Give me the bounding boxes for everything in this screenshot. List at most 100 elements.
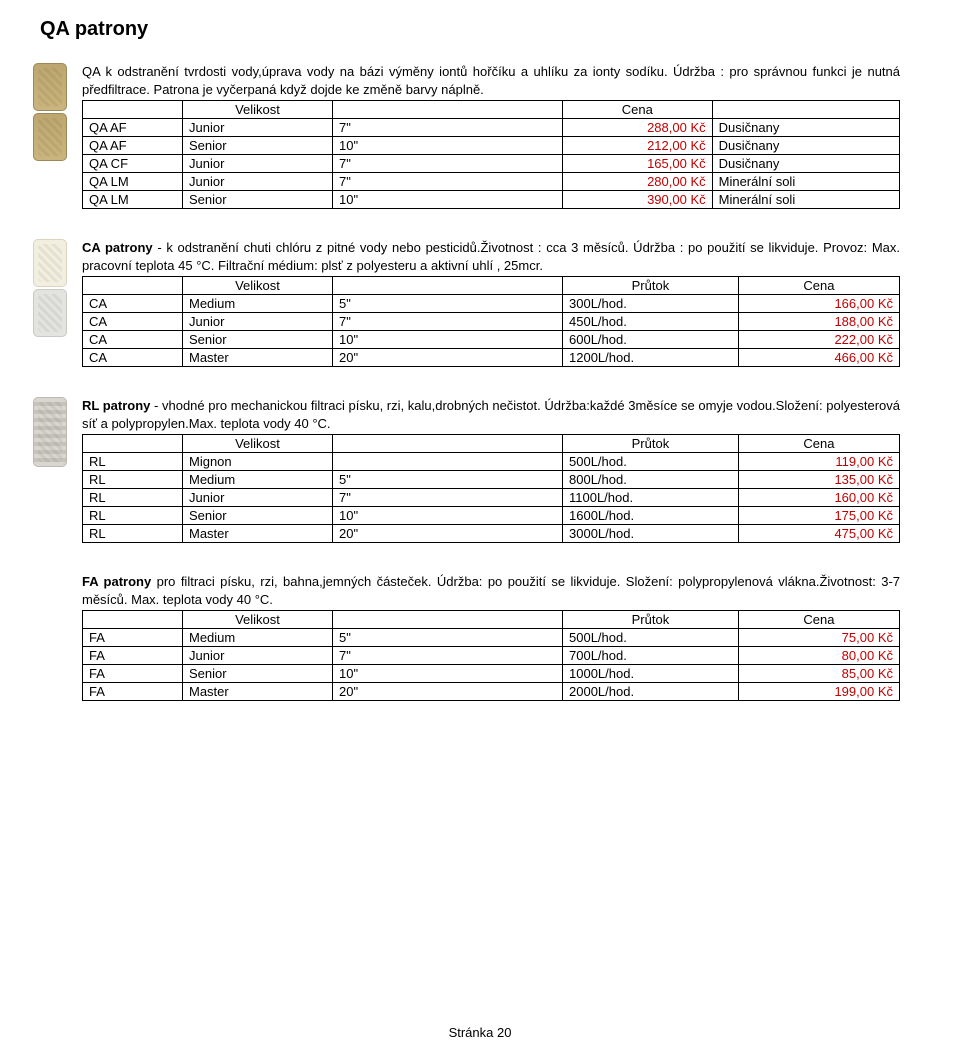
table-cell: QA AF bbox=[83, 137, 183, 155]
table-cell: 7" bbox=[333, 119, 563, 137]
table-cell: 119,00 Kč bbox=[738, 453, 899, 471]
table-cell: 20" bbox=[333, 683, 563, 701]
th-prutok: Průtok bbox=[563, 277, 739, 295]
table-row: RLJunior7"1100L/hod.160,00 Kč bbox=[83, 489, 900, 507]
th-blank bbox=[83, 611, 183, 629]
table-cell bbox=[333, 453, 563, 471]
table-cell: 10" bbox=[333, 137, 563, 155]
th-blank bbox=[83, 101, 183, 119]
table-cell: Medium bbox=[183, 295, 333, 313]
table-cell: Junior bbox=[183, 489, 333, 507]
th-velikost: Velikost bbox=[183, 611, 333, 629]
page-footer: Stránka 20 bbox=[0, 1025, 960, 1040]
table-cell: QA LM bbox=[83, 191, 183, 209]
table-row: RLMaster20"3000L/hod.475,00 Kč bbox=[83, 525, 900, 543]
table-cell: QA LM bbox=[83, 173, 183, 191]
qa-description: QA k odstranění tvrdosti vody,úprava vod… bbox=[82, 63, 900, 98]
table-cell: 10" bbox=[333, 507, 563, 525]
fa-table: Velikost Průtok Cena FAMedium5"500L/hod.… bbox=[82, 610, 900, 701]
table-header-row: Velikost Cena bbox=[83, 101, 900, 119]
table-cell: 1100L/hod. bbox=[563, 489, 739, 507]
table-cell: Medium bbox=[183, 471, 333, 489]
th-prutok: Průtok bbox=[563, 611, 739, 629]
section-qa: QA k odstranění tvrdosti vody,úprava vod… bbox=[28, 63, 900, 209]
th-velikost: Velikost bbox=[183, 277, 333, 295]
qa-table: Velikost Cena QA AFJunior7"288,00 KčDusi… bbox=[82, 100, 900, 209]
table-cell: 5" bbox=[333, 629, 563, 647]
table-cell: Senior bbox=[183, 137, 333, 155]
table-cell: Senior bbox=[183, 665, 333, 683]
th-blank bbox=[83, 277, 183, 295]
qa-thumbnail bbox=[28, 63, 72, 161]
th-blank bbox=[83, 435, 183, 453]
table-cell: Minerální soli bbox=[712, 173, 899, 191]
th-prutok: Průtok bbox=[563, 435, 739, 453]
table-cell: 288,00 Kč bbox=[563, 119, 713, 137]
table-row: FAJunior7"700L/hod.80,00 Kč bbox=[83, 647, 900, 665]
table-cell: Junior bbox=[183, 647, 333, 665]
page-title: QA patrony bbox=[40, 18, 900, 41]
table-cell: 1200L/hod. bbox=[563, 349, 739, 367]
table-cell: 80,00 Kč bbox=[738, 647, 899, 665]
table-cell: 7" bbox=[333, 313, 563, 331]
table-cell: RL bbox=[83, 525, 183, 543]
table-cell: Junior bbox=[183, 313, 333, 331]
table-cell: 466,00 Kč bbox=[738, 349, 899, 367]
table-cell: RL bbox=[83, 453, 183, 471]
section-fa: FA patrony pro filtraci písku, rzi, bahn… bbox=[28, 573, 900, 701]
table-cell: 7" bbox=[333, 647, 563, 665]
table-cell: Master bbox=[183, 349, 333, 367]
filter-cartridge-icon bbox=[33, 113, 67, 161]
th-cena: Cena bbox=[738, 277, 899, 295]
section-rl: RL patrony - vhodné pro mechanickou filt… bbox=[28, 397, 900, 543]
table-header-row: Velikost Průtok Cena bbox=[83, 435, 900, 453]
table-cell: 5" bbox=[333, 295, 563, 313]
rl-description: RL patrony - vhodné pro mechanickou filt… bbox=[82, 397, 900, 432]
table-row: RLMignon500L/hod.119,00 Kč bbox=[83, 453, 900, 471]
table-cell: 135,00 Kč bbox=[738, 471, 899, 489]
table-cell: QA AF bbox=[83, 119, 183, 137]
table-cell: QA CF bbox=[83, 155, 183, 173]
table-cell: RL bbox=[83, 489, 183, 507]
table-row: RLMedium5"800L/hod.135,00 Kč bbox=[83, 471, 900, 489]
table-cell: 10" bbox=[333, 331, 563, 349]
table-cell: Dusičnany bbox=[712, 137, 899, 155]
th-blank bbox=[712, 101, 899, 119]
table-row: RLSenior10"1600L/hod.175,00 Kč bbox=[83, 507, 900, 525]
table-cell: Mignon bbox=[183, 453, 333, 471]
table-cell: 280,00 Kč bbox=[563, 173, 713, 191]
table-cell: 500L/hod. bbox=[563, 629, 739, 647]
table-cell: 75,00 Kč bbox=[738, 629, 899, 647]
table-row: FAMaster20"2000L/hod.199,00 Kč bbox=[83, 683, 900, 701]
fa-name: FA patrony bbox=[82, 574, 151, 589]
table-cell: 10" bbox=[333, 191, 563, 209]
table-row: QA CFJunior7"165,00 KčDusičnany bbox=[83, 155, 900, 173]
ca-desc-rest: - k odstranění chuti chlóru z pitné vody… bbox=[82, 240, 900, 273]
th-blank bbox=[333, 611, 563, 629]
th-cena: Cena bbox=[563, 101, 713, 119]
table-row: CAMaster20"1200L/hod.466,00 Kč bbox=[83, 349, 900, 367]
th-blank bbox=[333, 435, 563, 453]
table-cell: 1000L/hod. bbox=[563, 665, 739, 683]
table-cell: 2000L/hod. bbox=[563, 683, 739, 701]
table-cell: 222,00 Kč bbox=[738, 331, 899, 349]
fa-description: FA patrony pro filtraci písku, rzi, bahn… bbox=[82, 573, 900, 608]
table-cell: 20" bbox=[333, 525, 563, 543]
table-header-row: Velikost Průtok Cena bbox=[83, 277, 900, 295]
rl-table: Velikost Průtok Cena RLMignon500L/hod.11… bbox=[82, 434, 900, 543]
table-cell: 199,00 Kč bbox=[738, 683, 899, 701]
table-row: QA LMSenior10"390,00 KčMinerální soli bbox=[83, 191, 900, 209]
table-cell: RL bbox=[83, 507, 183, 525]
table-cell: CA bbox=[83, 349, 183, 367]
table-cell: CA bbox=[83, 313, 183, 331]
ca-table: Velikost Průtok Cena CAMedium5"300L/hod.… bbox=[82, 276, 900, 367]
table-cell: RL bbox=[83, 471, 183, 489]
table-cell: 600L/hod. bbox=[563, 331, 739, 349]
table-cell: Master bbox=[183, 683, 333, 701]
table-cell: 10" bbox=[333, 665, 563, 683]
table-cell: 165,00 Kč bbox=[563, 155, 713, 173]
table-cell: Minerální soli bbox=[712, 191, 899, 209]
th-velikost: Velikost bbox=[183, 435, 333, 453]
table-cell: FA bbox=[83, 665, 183, 683]
table-cell: 1600L/hod. bbox=[563, 507, 739, 525]
